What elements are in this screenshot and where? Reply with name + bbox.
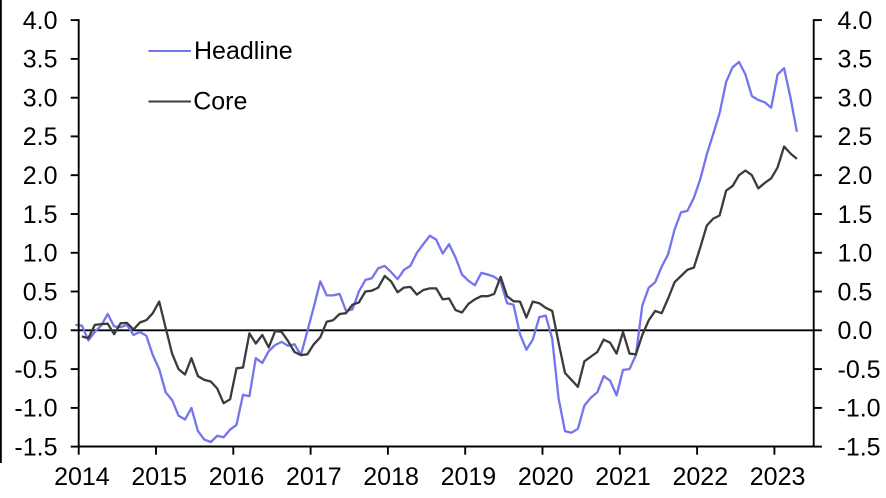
svg-text:2015: 2015 bbox=[131, 463, 187, 491]
svg-text:3.5: 3.5 bbox=[23, 46, 58, 74]
svg-text:2022: 2022 bbox=[672, 463, 728, 491]
svg-text:-1.5: -1.5 bbox=[14, 433, 57, 461]
svg-text:-0.5: -0.5 bbox=[14, 356, 57, 384]
svg-text:-1.5: -1.5 bbox=[838, 433, 881, 461]
svg-text:2017: 2017 bbox=[286, 463, 342, 491]
svg-text:0.0: 0.0 bbox=[23, 317, 58, 345]
svg-text:2021: 2021 bbox=[595, 463, 651, 491]
svg-text:-1.0: -1.0 bbox=[838, 395, 881, 423]
svg-text:2020: 2020 bbox=[518, 463, 574, 491]
svg-text:0.0: 0.0 bbox=[838, 317, 873, 345]
svg-text:2016: 2016 bbox=[209, 463, 265, 491]
svg-text:2.0: 2.0 bbox=[23, 162, 58, 190]
svg-text:1.0: 1.0 bbox=[838, 240, 873, 268]
svg-text:0.5: 0.5 bbox=[838, 278, 873, 306]
svg-text:2018: 2018 bbox=[363, 463, 419, 491]
svg-text:3.0: 3.0 bbox=[838, 85, 873, 113]
svg-text:1.5: 1.5 bbox=[23, 201, 58, 229]
svg-text:2.0: 2.0 bbox=[838, 162, 873, 190]
svg-text:3.5: 3.5 bbox=[838, 46, 873, 74]
svg-text:3.0: 3.0 bbox=[23, 85, 58, 113]
svg-text:2.5: 2.5 bbox=[23, 123, 58, 151]
svg-text:4.0: 4.0 bbox=[23, 7, 58, 35]
svg-text:0.5: 0.5 bbox=[23, 278, 58, 306]
svg-text:-1.0: -1.0 bbox=[14, 395, 57, 423]
svg-text:-0.5: -0.5 bbox=[838, 356, 881, 384]
svg-text:4.0: 4.0 bbox=[838, 7, 873, 35]
svg-text:Core: Core bbox=[193, 87, 247, 115]
svg-text:2019: 2019 bbox=[441, 463, 497, 491]
svg-text:2.5: 2.5 bbox=[838, 123, 873, 151]
svg-text:2023: 2023 bbox=[750, 463, 806, 491]
svg-text:1.0: 1.0 bbox=[23, 240, 58, 268]
svg-text:2014: 2014 bbox=[54, 463, 110, 491]
svg-text:1.5: 1.5 bbox=[838, 201, 873, 229]
svg-text:Headline: Headline bbox=[194, 37, 293, 65]
